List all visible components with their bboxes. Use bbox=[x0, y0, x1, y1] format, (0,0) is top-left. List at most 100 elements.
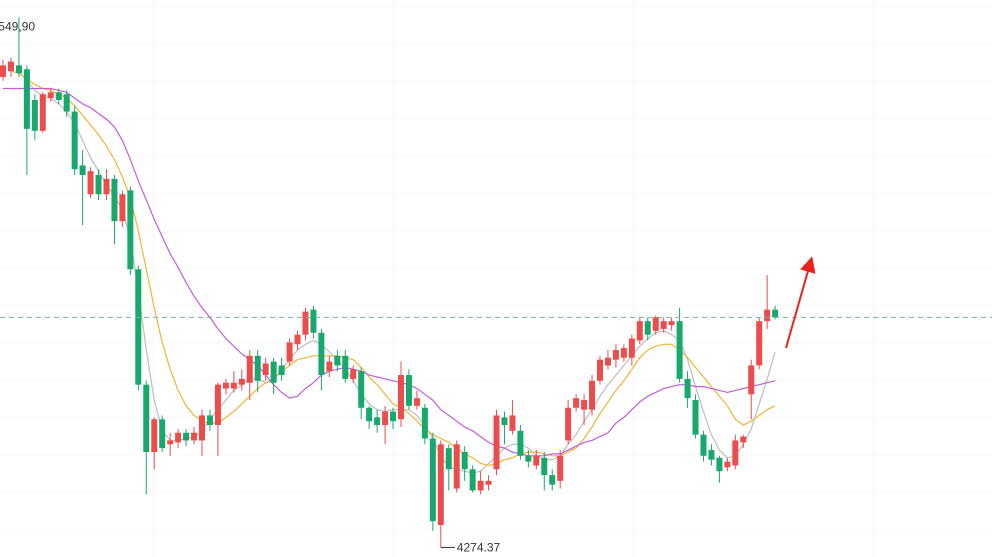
candle-body bbox=[501, 417, 508, 426]
candle-body bbox=[0, 65, 6, 77]
candle-body bbox=[756, 321, 763, 366]
candle-body bbox=[390, 411, 397, 422]
candle-body bbox=[676, 321, 683, 379]
candle-body bbox=[413, 398, 420, 406]
ma-line bbox=[18, 70, 776, 474]
candle-body bbox=[620, 348, 627, 358]
candle-body bbox=[71, 111, 78, 170]
candle-body bbox=[429, 438, 436, 522]
candle-body bbox=[246, 355, 253, 383]
candle-body bbox=[405, 375, 412, 406]
candle-body bbox=[708, 450, 715, 460]
candle-body bbox=[652, 317, 659, 331]
candle-body bbox=[7, 61, 14, 72]
candle-body bbox=[589, 380, 596, 410]
candle-body bbox=[151, 419, 158, 452]
candle-body bbox=[517, 430, 524, 456]
candle-body bbox=[159, 419, 166, 449]
candle-body bbox=[111, 178, 118, 222]
candle-body bbox=[278, 365, 285, 376]
candle-body bbox=[63, 94, 70, 112]
candle-body bbox=[700, 434, 707, 456]
candle-body bbox=[135, 269, 142, 385]
candle-body bbox=[398, 375, 404, 420]
candle-body bbox=[485, 480, 492, 485]
ma-line bbox=[3, 87, 776, 457]
candle-body bbox=[254, 355, 261, 381]
candle-body bbox=[541, 457, 548, 476]
candle-body bbox=[214, 384, 221, 426]
candle-body bbox=[119, 194, 126, 222]
candle-body bbox=[604, 357, 611, 366]
candle-body bbox=[79, 165, 86, 176]
candle-body bbox=[175, 432, 182, 443]
candle-body bbox=[334, 355, 341, 366]
candle-body bbox=[461, 451, 468, 470]
candle-body bbox=[302, 311, 309, 335]
candle-body bbox=[366, 407, 373, 422]
trend-arrow bbox=[785, 256, 816, 349]
low-label: 4274.37 bbox=[457, 541, 501, 555]
candle-body bbox=[612, 350, 619, 360]
candle-body bbox=[143, 384, 150, 452]
candle-body bbox=[549, 475, 556, 485]
candle-body bbox=[47, 92, 54, 99]
candle-body bbox=[557, 455, 564, 481]
candle-body bbox=[326, 361, 333, 372]
candle-body bbox=[318, 332, 325, 376]
candle-body bbox=[684, 378, 691, 399]
candle-body bbox=[310, 309, 317, 333]
candle-body bbox=[644, 321, 651, 335]
candle-body bbox=[453, 444, 460, 489]
candle-body bbox=[764, 309, 771, 322]
candle-body bbox=[660, 321, 667, 329]
candle-body bbox=[262, 363, 269, 376]
candle-body bbox=[573, 398, 580, 408]
candle-body bbox=[493, 415, 500, 470]
candle-body bbox=[445, 448, 452, 470]
candle-body bbox=[740, 436, 747, 443]
candle-body bbox=[15, 65, 22, 74]
plot-area: 549,90 4274.37 bbox=[0, 17, 992, 555]
candle-body bbox=[382, 411, 389, 426]
candle-body bbox=[533, 455, 540, 466]
candle-body bbox=[95, 175, 102, 195]
candle-body bbox=[206, 415, 213, 426]
candle-body bbox=[581, 400, 588, 410]
candle-body bbox=[716, 457, 723, 472]
candle-body bbox=[565, 407, 572, 441]
candle-body bbox=[199, 415, 205, 441]
candle-body bbox=[437, 444, 444, 526]
candle-body bbox=[294, 334, 301, 345]
candle-body bbox=[127, 190, 134, 270]
candle-body bbox=[421, 407, 428, 439]
candle-body bbox=[286, 342, 293, 362]
candle-body bbox=[469, 469, 476, 491]
candle-body bbox=[31, 100, 38, 131]
candle-body bbox=[183, 432, 190, 441]
candle-body bbox=[39, 94, 46, 131]
candle-body bbox=[509, 415, 516, 431]
candle-body bbox=[772, 309, 779, 318]
candle-body bbox=[342, 355, 349, 379]
candle-body bbox=[167, 440, 174, 445]
candle-body bbox=[525, 455, 532, 462]
candle-body bbox=[668, 321, 675, 326]
candle-body bbox=[597, 359, 603, 381]
candle-body bbox=[358, 371, 365, 408]
candle-body bbox=[87, 171, 94, 195]
candle-body bbox=[374, 417, 381, 426]
ma-line bbox=[10, 70, 776, 467]
candle-body bbox=[636, 321, 643, 341]
candle-body bbox=[748, 365, 755, 395]
candle-body bbox=[230, 382, 237, 389]
candle-body bbox=[724, 461, 731, 468]
candle-body bbox=[477, 480, 484, 491]
candle-body bbox=[692, 400, 699, 435]
candle-body bbox=[732, 440, 739, 466]
candle-body bbox=[191, 432, 198, 441]
high-label: 549,90 bbox=[0, 20, 35, 34]
candle-body bbox=[350, 369, 357, 379]
